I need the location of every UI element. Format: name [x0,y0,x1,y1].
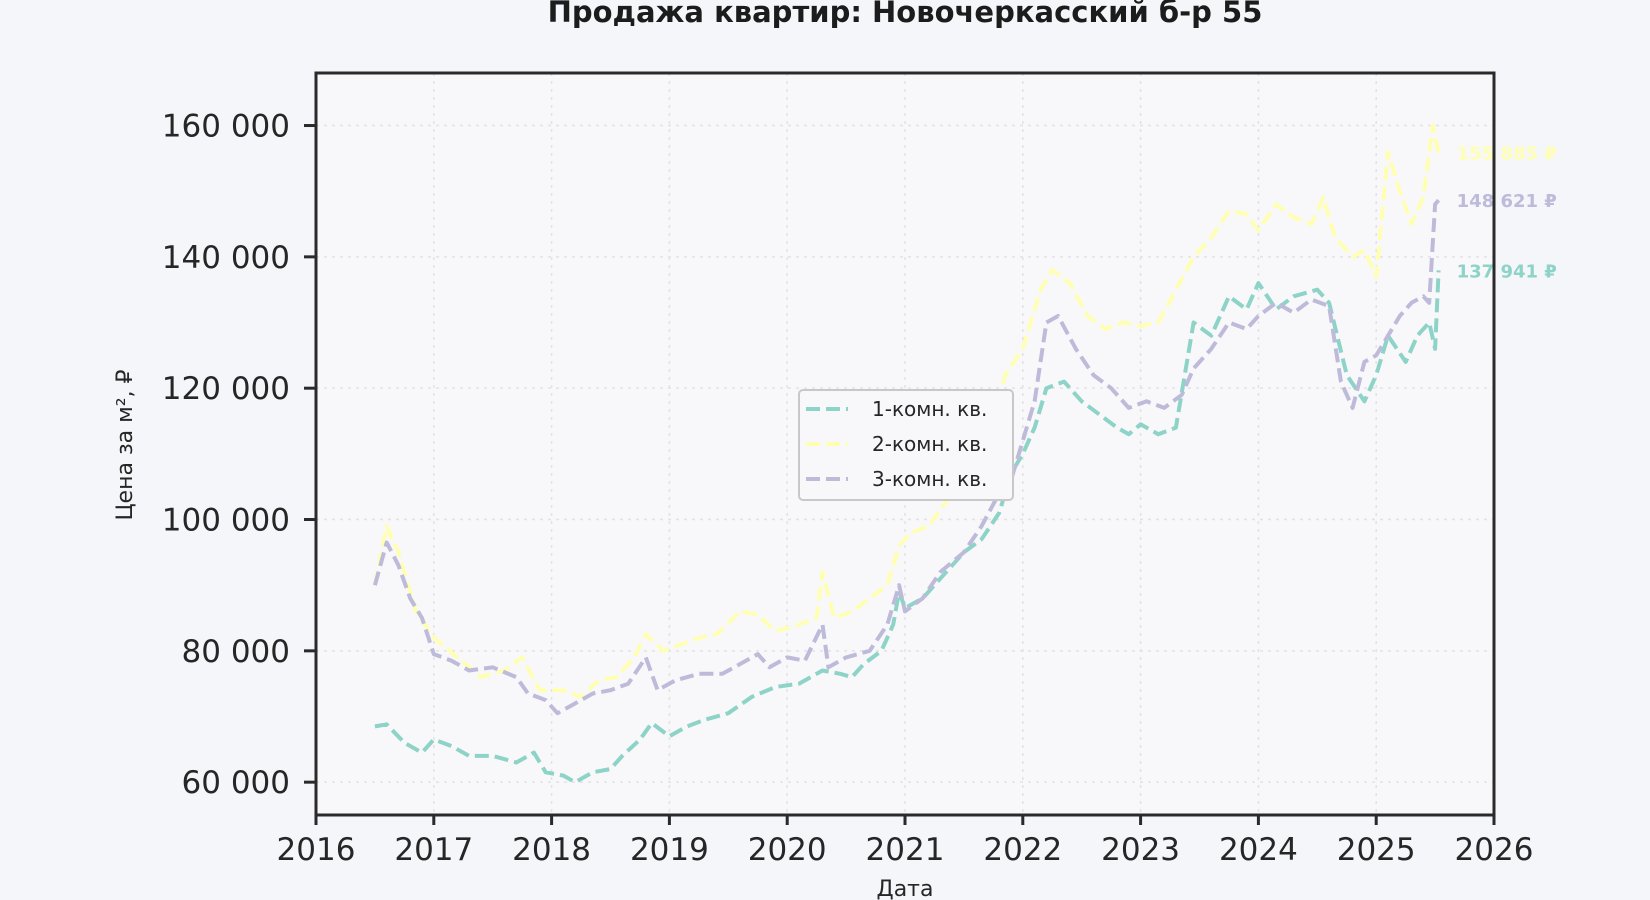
y-tick-label: 60 000 [182,765,290,801]
chart-title: Продажа квартир: Новочеркасский б-р 55 [548,0,1263,29]
end-value-label-3: 148 621 ₽ [1457,191,1557,212]
x-tick-label: 2020 [748,832,827,868]
y-tick-label: 80 000 [182,634,290,670]
legend-label-2: 2-комн. кв. [872,432,987,456]
x-tick-label: 2018 [512,832,591,868]
x-tick-label: 2021 [866,832,945,868]
x-axis: 2016 2017 2018 2019 2020 2021 2022 2023 2024 2025… [277,815,1534,868]
y-tick-label: 100 000 [162,503,290,539]
end-labels: 137 941 ₽ 155 885 ₽ 148 621 ₽ [1457,144,1557,283]
x-tick-label: 2022 [983,832,1062,868]
series-line-3 [372,198,1441,716]
legend-label-1: 1-комн. кв. [872,397,987,421]
y-axis: 60 000 80 000 100 000 120 000 140 000 160 000 [162,109,316,801]
series-lines [372,123,1441,785]
y-tick-label: 120 000 [162,371,290,407]
x-axis-label: Дата [877,877,934,900]
y-tick-label: 160 000 [162,109,290,145]
x-tick-label: 2017 [394,832,473,868]
end-value-label-2: 155 885 ₽ [1457,144,1557,165]
x-tick-label: 2016 [277,832,356,868]
legend-box [798,389,1014,501]
x-tick-label: 2024 [1219,832,1298,868]
legend-label-3: 3-комн. кв. [872,467,987,491]
x-tick-label: 2025 [1337,832,1416,868]
series-line-2 [372,123,1441,699]
end-value-label-1: 137 941 ₽ [1457,261,1557,282]
x-tick-label: 2019 [630,832,709,868]
y-axis-label: Цена за м², ₽ [113,369,138,520]
x-tick-label: 2026 [1455,832,1534,868]
x-tick-label: 2023 [1101,832,1180,868]
y-tick-label: 140 000 [162,240,290,276]
legend: 1-комн. кв. 2-комн. кв. 3-комн. кв. [798,389,1014,501]
